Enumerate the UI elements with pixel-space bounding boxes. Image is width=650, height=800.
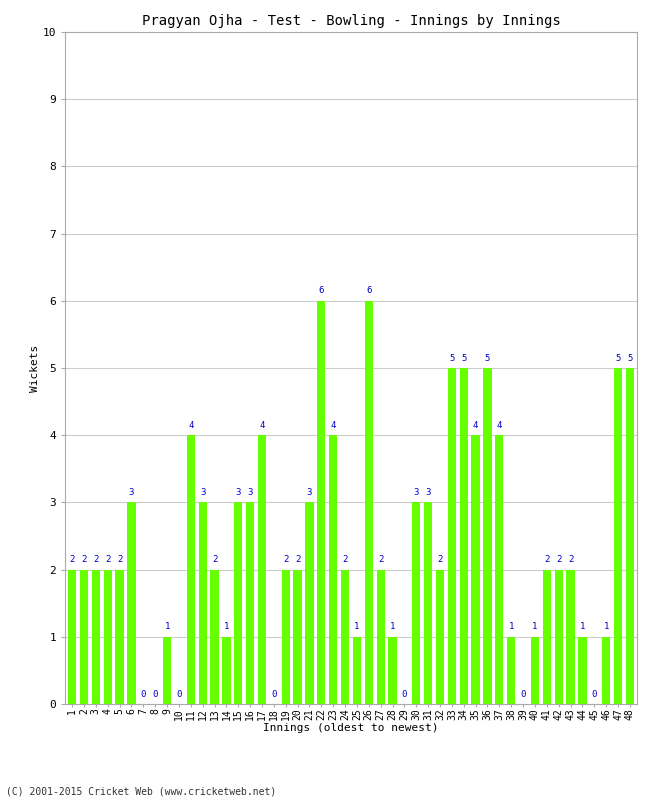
Text: 2: 2 (437, 555, 443, 564)
Text: 5: 5 (616, 354, 621, 362)
Bar (353, 637, 361, 704)
Text: 2: 2 (81, 555, 86, 564)
Text: 1: 1 (603, 622, 609, 631)
Text: 6: 6 (366, 286, 372, 295)
Y-axis label: Wickets: Wickets (30, 344, 40, 392)
Text: 2: 2 (105, 555, 110, 564)
Text: 2: 2 (117, 555, 122, 564)
Text: 5: 5 (627, 354, 632, 362)
Text: 0: 0 (402, 690, 407, 698)
Text: 3: 3 (235, 488, 241, 497)
Bar (531, 637, 539, 704)
Text: 4: 4 (497, 421, 502, 430)
Bar (626, 368, 634, 704)
Text: 4: 4 (259, 421, 265, 430)
Bar (578, 637, 586, 704)
Text: (C) 2001-2015 Cricket Web (www.cricketweb.net): (C) 2001-2015 Cricket Web (www.cricketwe… (6, 786, 277, 796)
X-axis label: Innings (oldest to newest): Innings (oldest to newest) (263, 722, 439, 733)
Text: 3: 3 (307, 488, 312, 497)
Text: 3: 3 (413, 488, 419, 497)
Text: 5: 5 (461, 354, 467, 362)
Bar (187, 435, 195, 704)
Bar (80, 570, 88, 704)
Bar (376, 570, 385, 704)
Bar (92, 570, 100, 704)
Text: 0: 0 (592, 690, 597, 698)
Text: 2: 2 (70, 555, 75, 564)
Bar (246, 502, 254, 704)
Text: 2: 2 (544, 555, 549, 564)
Bar (436, 570, 444, 704)
Text: 5: 5 (485, 354, 490, 362)
Bar (602, 637, 610, 704)
Bar (365, 301, 373, 704)
Bar (507, 637, 515, 704)
Text: 2: 2 (295, 555, 300, 564)
Text: 2: 2 (568, 555, 573, 564)
Text: 2: 2 (556, 555, 562, 564)
Bar (424, 502, 432, 704)
Bar (163, 637, 171, 704)
Bar (614, 368, 622, 704)
Text: 4: 4 (188, 421, 194, 430)
Bar (222, 637, 231, 704)
Bar (293, 570, 302, 704)
Bar (198, 502, 207, 704)
Bar (68, 570, 76, 704)
Text: 3: 3 (200, 488, 205, 497)
Bar (389, 637, 396, 704)
Bar (116, 570, 124, 704)
Text: 4: 4 (330, 421, 336, 430)
Bar (484, 368, 491, 704)
Text: 5: 5 (449, 354, 454, 362)
Text: 0: 0 (271, 690, 276, 698)
Text: 3: 3 (248, 488, 253, 497)
Text: 0: 0 (153, 690, 158, 698)
Bar (127, 502, 136, 704)
Text: 1: 1 (354, 622, 359, 631)
Bar (460, 368, 468, 704)
Text: 0: 0 (140, 690, 146, 698)
Text: 1: 1 (532, 622, 538, 631)
Text: 6: 6 (318, 286, 324, 295)
Text: 3: 3 (129, 488, 134, 497)
Bar (317, 301, 326, 704)
Text: 2: 2 (343, 555, 348, 564)
Bar (306, 502, 313, 704)
Bar (566, 570, 575, 704)
Text: 0: 0 (521, 690, 526, 698)
Bar (543, 570, 551, 704)
Text: 1: 1 (508, 622, 514, 631)
Bar (234, 502, 242, 704)
Text: 1: 1 (580, 622, 585, 631)
Bar (554, 570, 563, 704)
Text: 2: 2 (212, 555, 217, 564)
Text: 1: 1 (164, 622, 170, 631)
Text: 1: 1 (224, 622, 229, 631)
Bar (258, 435, 266, 704)
Bar (103, 570, 112, 704)
Bar (471, 435, 480, 704)
Bar (412, 502, 421, 704)
Bar (281, 570, 290, 704)
Bar (341, 570, 349, 704)
Text: 2: 2 (378, 555, 383, 564)
Title: Pragyan Ojha - Test - Bowling - Innings by Innings: Pragyan Ojha - Test - Bowling - Innings … (142, 14, 560, 28)
Text: 3: 3 (426, 488, 431, 497)
Bar (448, 368, 456, 704)
Text: 2: 2 (93, 555, 99, 564)
Text: 2: 2 (283, 555, 289, 564)
Bar (211, 570, 218, 704)
Bar (495, 435, 504, 704)
Text: 4: 4 (473, 421, 478, 430)
Bar (329, 435, 337, 704)
Text: 1: 1 (390, 622, 395, 631)
Text: 0: 0 (176, 690, 181, 698)
